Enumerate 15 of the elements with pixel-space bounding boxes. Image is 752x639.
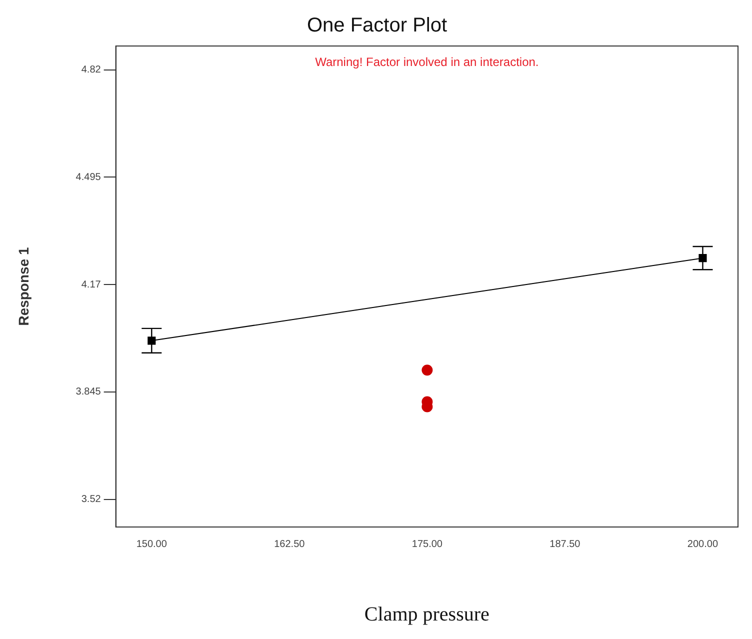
point <box>422 364 433 376</box>
x-tick-label: 162.50 <box>274 538 306 550</box>
x-axis-title: Clamp pressure <box>364 603 490 626</box>
y-tick-label: 3.52 <box>81 494 102 505</box>
chart-title: One Factor Plot <box>306 14 448 37</box>
y-tick-label: 4.82 <box>81 64 102 76</box>
x-tick-label: 150.00 <box>136 538 168 550</box>
y-tick-label: 4.495 <box>76 172 102 183</box>
y-axis-title: Response 1 <box>15 246 32 326</box>
annotation: Warning! Factor involved in an interaction. <box>315 55 539 69</box>
x-tick-label: 175.00 <box>412 538 443 550</box>
y-tick-label: 4.17 <box>81 279 102 290</box>
x-tick-label: 187.50 <box>550 538 581 550</box>
y-tick-label: 3.845 <box>76 386 102 398</box>
x-tick-label: 200.00 <box>687 538 718 550</box>
